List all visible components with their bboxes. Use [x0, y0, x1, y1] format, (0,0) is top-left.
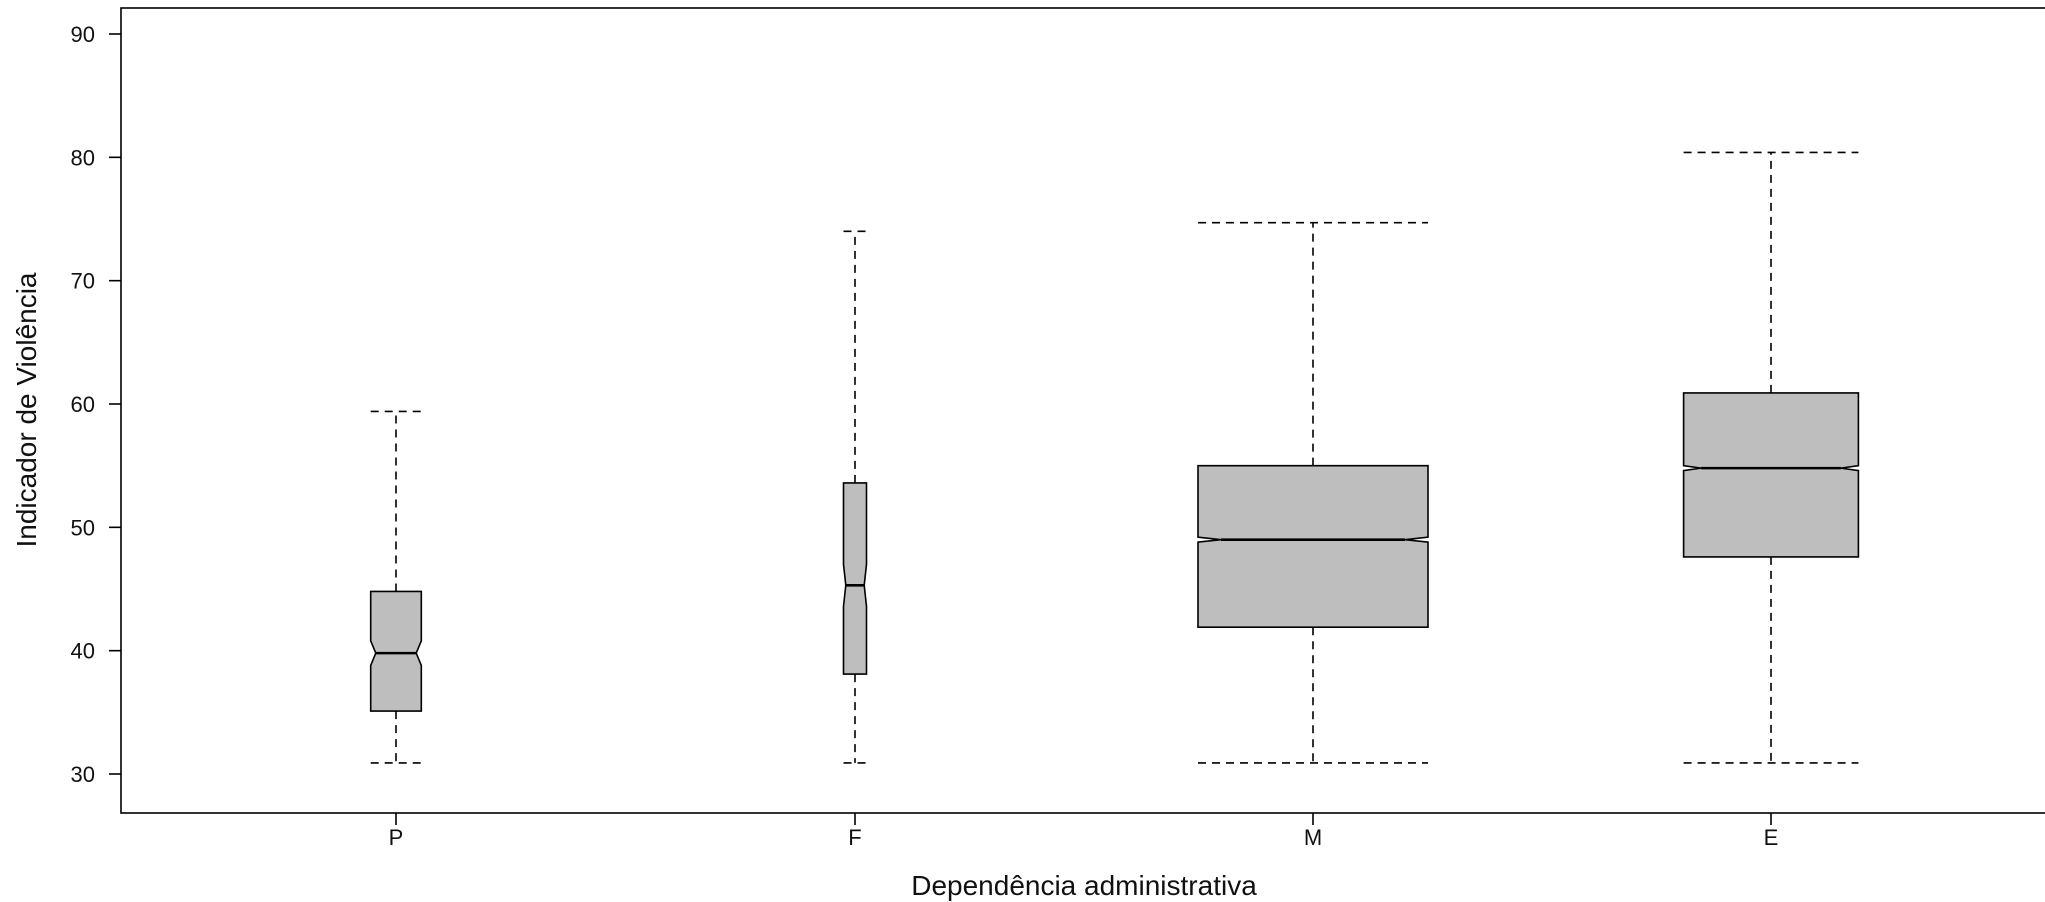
box-M	[1197, 221, 1429, 764]
x-tick-label: P	[389, 825, 404, 850]
box-body	[842, 482, 868, 675]
box-body	[369, 590, 423, 712]
y-tick-label: 80	[71, 145, 95, 170]
box-F	[842, 230, 868, 764]
x-tick-label: E	[1764, 825, 1779, 850]
plot-frame	[120, 7, 2045, 814]
y-tick-label: 30	[71, 762, 95, 787]
y-tick-label: 40	[71, 639, 95, 664]
y-tick-label: 90	[71, 22, 95, 47]
y-tick-label: 60	[71, 392, 95, 417]
y-axis: 30 40 50 60 70 80 90	[71, 22, 121, 787]
box-body	[1197, 464, 1429, 629]
box-P	[369, 410, 423, 764]
x-tick-label: F	[848, 825, 861, 850]
box-body	[1682, 392, 1860, 558]
y-axis-title: Indicador de Violência	[11, 272, 42, 547]
boxes-group	[369, 151, 1860, 764]
x-tick-label: M	[1304, 825, 1322, 850]
y-tick-label: 70	[71, 269, 95, 294]
y-tick-label: 50	[71, 515, 95, 540]
x-axis-title: Dependência administrativa	[911, 870, 1257, 901]
box-E	[1682, 151, 1860, 764]
